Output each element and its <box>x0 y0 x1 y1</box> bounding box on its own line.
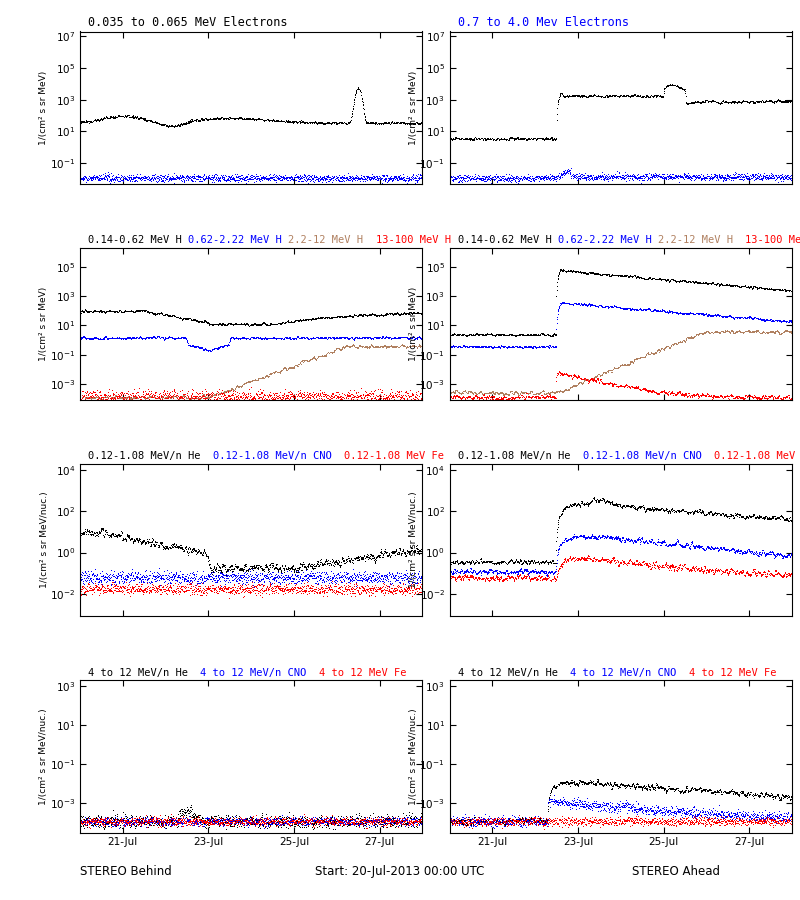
Y-axis label: 1/(cm² s sr MeV/nuc.): 1/(cm² s sr MeV/nuc.) <box>409 708 418 805</box>
Text: 0.7 to 4.0 Mev Electrons: 0.7 to 4.0 Mev Electrons <box>458 16 629 29</box>
Text: 2.2-12 MeV H: 2.2-12 MeV H <box>658 235 745 245</box>
Text: 13-100 MeV H: 13-100 MeV H <box>375 235 450 245</box>
Y-axis label: 1/(cm² s sr MeV/nuc.): 1/(cm² s sr MeV/nuc.) <box>39 491 49 589</box>
Text: 4 to 12 MeV/n CNO: 4 to 12 MeV/n CNO <box>201 668 319 678</box>
Text: 0.14-0.62 MeV H: 0.14-0.62 MeV H <box>88 235 188 245</box>
Y-axis label: 1/(cm² s sr MeV): 1/(cm² s sr MeV) <box>409 287 418 361</box>
Text: 0.12-1.08 MeV Fe: 0.12-1.08 MeV Fe <box>714 451 800 462</box>
Text: 0.62-2.22 MeV H: 0.62-2.22 MeV H <box>558 235 658 245</box>
Text: 0.035 to 0.065 MeV Electrons: 0.035 to 0.065 MeV Electrons <box>88 16 287 29</box>
Text: 2.2-12 MeV H: 2.2-12 MeV H <box>288 235 375 245</box>
Text: 0.12-1.08 MeV Fe: 0.12-1.08 MeV Fe <box>344 451 444 462</box>
Text: 0.14-0.62 MeV H: 0.14-0.62 MeV H <box>458 235 558 245</box>
Text: 13-100 MeV H: 13-100 MeV H <box>745 235 800 245</box>
Y-axis label: 1/(cm² s sr MeV): 1/(cm² s sr MeV) <box>39 287 48 361</box>
Text: 0.12-1.08 MeV/n He: 0.12-1.08 MeV/n He <box>458 451 582 462</box>
Text: Start: 20-Jul-2013 00:00 UTC: Start: 20-Jul-2013 00:00 UTC <box>315 865 485 878</box>
Text: 4 to 12 MeV Fe: 4 to 12 MeV Fe <box>319 668 406 678</box>
Text: STEREO Ahead: STEREO Ahead <box>632 865 720 878</box>
Text: 4 to 12 MeV/n CNO: 4 to 12 MeV/n CNO <box>570 668 689 678</box>
Y-axis label: 1/(cm² s sr MeV/nuc.): 1/(cm² s sr MeV/nuc.) <box>39 708 48 805</box>
Y-axis label: 1/(cm² s sr MeV): 1/(cm² s sr MeV) <box>409 70 418 145</box>
Y-axis label: 1/(cm² s sr MeV): 1/(cm² s sr MeV) <box>39 70 48 145</box>
Text: 0.12-1.08 MeV/n CNO: 0.12-1.08 MeV/n CNO <box>582 451 714 462</box>
Text: 0.62-2.22 MeV H: 0.62-2.22 MeV H <box>188 235 288 245</box>
Text: 4 to 12 MeV/n He: 4 to 12 MeV/n He <box>458 668 570 678</box>
Y-axis label: 1/(cm² s sr MeV/nuc.): 1/(cm² s sr MeV/nuc.) <box>410 491 418 589</box>
Text: STEREO Behind: STEREO Behind <box>80 865 172 878</box>
Text: 0.12-1.08 MeV/n CNO: 0.12-1.08 MeV/n CNO <box>213 451 344 462</box>
Text: 4 to 12 MeV Fe: 4 to 12 MeV Fe <box>689 668 777 678</box>
Text: 4 to 12 MeV/n He: 4 to 12 MeV/n He <box>88 668 201 678</box>
Text: 0.12-1.08 MeV/n He: 0.12-1.08 MeV/n He <box>88 451 213 462</box>
